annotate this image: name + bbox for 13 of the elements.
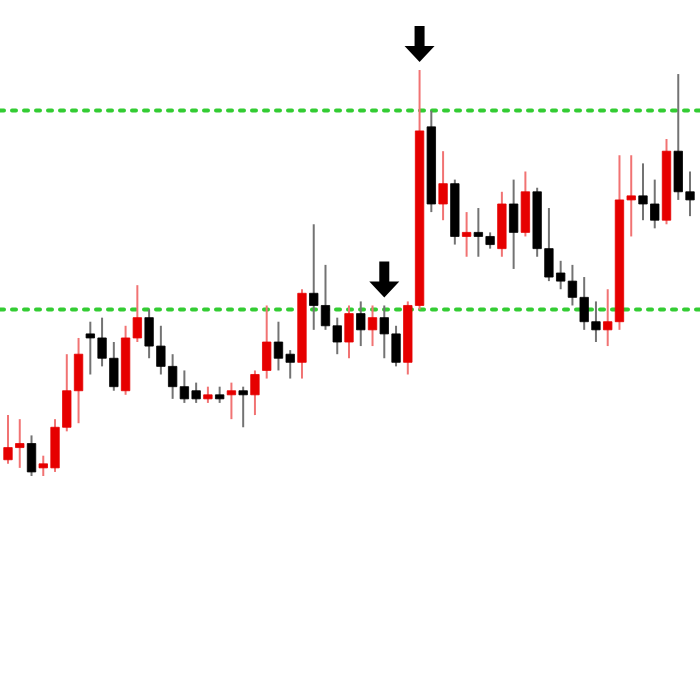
candlestick (26, 434, 37, 477)
candlestick (238, 385, 248, 429)
candlestick (367, 304, 378, 348)
candlestick (356, 300, 366, 348)
candlestick (509, 178, 519, 270)
candlestick (262, 304, 272, 380)
candlestick (250, 369, 260, 417)
candlestick (226, 381, 237, 421)
candlestick (497, 190, 507, 258)
candlestick (461, 211, 472, 258)
candlestick (438, 150, 448, 222)
candlestick (344, 304, 354, 360)
candlestick (520, 170, 531, 238)
